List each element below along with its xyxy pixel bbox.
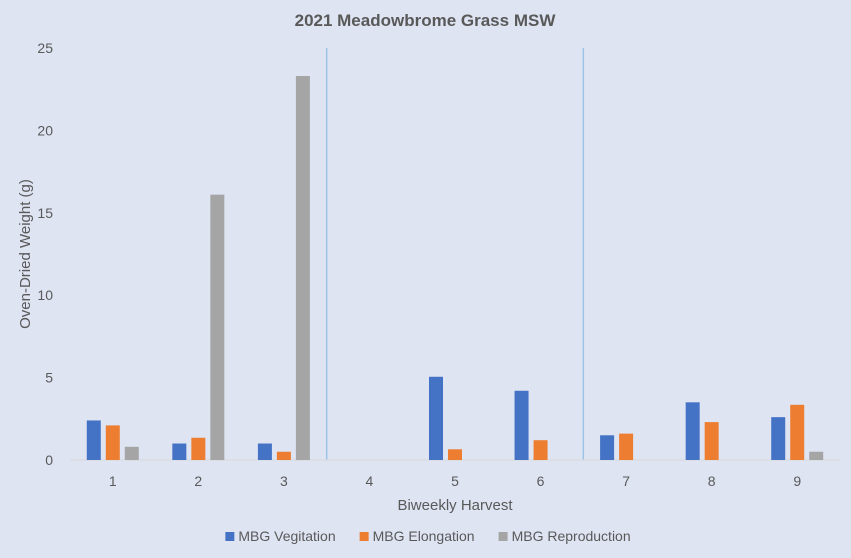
- bar-mbg-reproduction-1: [124, 446, 139, 460]
- bar-mbg-reproduction-9: [809, 451, 824, 460]
- bar-mbg-vegitation-6: [514, 390, 529, 460]
- legend-label: MBG Elongation: [373, 528, 475, 544]
- y-axis-label: Oven-Dried Weight (g): [17, 179, 34, 329]
- x-tick-label: 6: [537, 473, 545, 489]
- x-tick-label: 7: [622, 473, 630, 489]
- bars-group: [86, 76, 824, 461]
- x-tick-label: 1: [109, 473, 117, 489]
- legend-swatch: [359, 532, 369, 541]
- bar-mbg-elongation-7: [619, 433, 634, 460]
- y-tick-label: 5: [45, 370, 53, 386]
- x-tick-label: 4: [366, 473, 374, 489]
- bar-mbg-vegitation-2: [172, 443, 187, 460]
- legend: MBG Vegitation MBG Elongation MBG Reproduc…: [225, 528, 631, 544]
- x-tick-label: 9: [793, 473, 801, 489]
- bar-mbg-elongation-9: [790, 404, 805, 460]
- bar-mbg-vegitation-1: [86, 420, 101, 460]
- bar-mbg-elongation-2: [191, 437, 206, 460]
- bar-mbg-elongation-5: [448, 449, 462, 460]
- bar-mbg-vegitation-7: [600, 435, 615, 460]
- x-tick-label: 3: [280, 473, 288, 489]
- bar-mbg-elongation-8: [704, 422, 719, 460]
- legend-swatch: [498, 532, 508, 541]
- bar-mbg-elongation-1: [105, 425, 120, 460]
- y-tick-label: 25: [37, 40, 53, 56]
- legend-swatch: [225, 532, 235, 541]
- bar-mbg-reproduction-3: [295, 76, 310, 461]
- y-tick-label: 0: [45, 452, 53, 468]
- bar-mbg-vegitation-3: [257, 443, 272, 460]
- x-tick-label: 8: [708, 473, 716, 489]
- y-tick-label: 15: [37, 205, 53, 221]
- bar-mbg-vegitation-9: [771, 417, 786, 460]
- bar-mbg-reproduction-2: [210, 194, 225, 460]
- x-tick-label: 2: [194, 473, 202, 489]
- legend-label: MBG Vegitation: [238, 528, 335, 544]
- y-axis-ticks: 0 5 10 15 20 25: [37, 40, 53, 468]
- x-axis-label: Biweekly Harvest: [397, 497, 513, 514]
- bar-mbg-elongation-3: [276, 451, 291, 460]
- legend-label: MBG Reproduction: [512, 528, 631, 544]
- bar-mbg-vegitation-8: [685, 402, 700, 460]
- y-tick-label: 20: [37, 122, 53, 138]
- phase-dividers: [325, 48, 585, 460]
- y-tick-label: 10: [37, 287, 53, 303]
- chart-title: 2021 Meadowbrome Grass MSW: [295, 11, 557, 30]
- x-tick-label: 5: [451, 473, 459, 489]
- bar-mbg-elongation-6: [533, 440, 548, 460]
- bar-mbg-vegitation-5: [429, 376, 443, 460]
- x-axis-ticks: 1 2 3 4 5 6 7 8 9: [109, 473, 801, 489]
